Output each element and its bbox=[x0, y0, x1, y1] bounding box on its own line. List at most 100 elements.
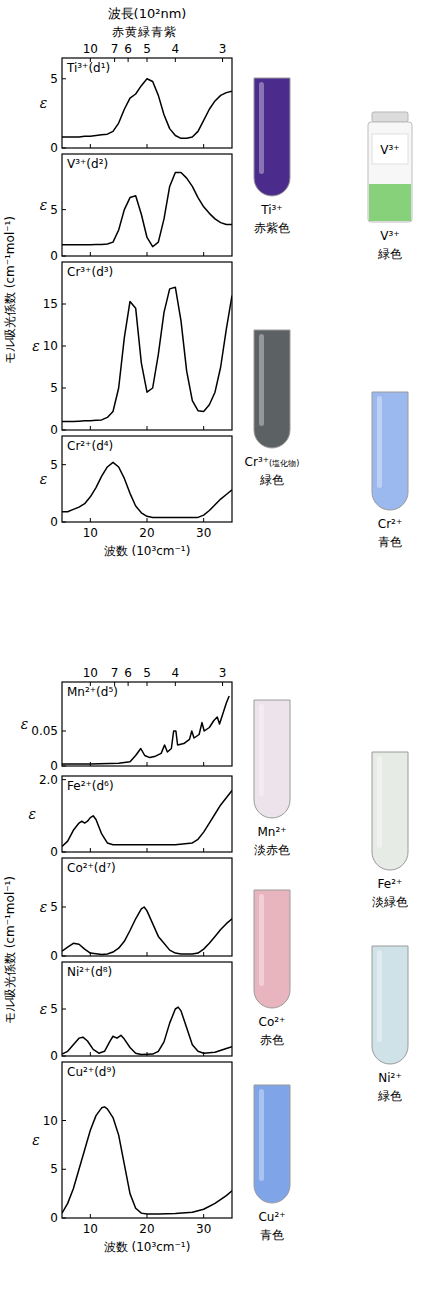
plot-area bbox=[62, 1107, 232, 1214]
y-tick-label: 15 bbox=[43, 297, 58, 311]
x2-tick-label: 4 bbox=[172, 42, 180, 56]
x-tick bbox=[90, 1214, 91, 1218]
y-tick bbox=[62, 1056, 66, 1057]
x-tick-label: 30 bbox=[196, 1222, 211, 1236]
vial-body bbox=[368, 122, 412, 222]
tube-highlight bbox=[377, 756, 382, 848]
x-tick bbox=[90, 1052, 91, 1056]
test-tube bbox=[372, 946, 408, 1064]
x2-tick-label: 6 bbox=[124, 42, 132, 56]
y-tick bbox=[62, 1120, 66, 1121]
tube-highlight bbox=[259, 334, 264, 426]
color-label: 緑色 bbox=[377, 247, 402, 261]
spectrum-line bbox=[62, 462, 232, 517]
x2-tick bbox=[128, 58, 129, 62]
ion-label: Mn²⁺ bbox=[257, 825, 286, 839]
plot-frame bbox=[62, 858, 232, 956]
y-tick bbox=[62, 209, 66, 210]
color-label: 淡緑色 bbox=[372, 895, 408, 909]
color-label: 赤紫色 bbox=[254, 221, 290, 235]
y-tick-label: 0 bbox=[50, 1211, 58, 1225]
ion-note: (塩化物) bbox=[269, 459, 299, 468]
y-tick-label: 0.05 bbox=[31, 724, 58, 738]
x2-tick bbox=[147, 58, 148, 62]
x2-tick bbox=[222, 58, 223, 62]
spectrum-line bbox=[62, 173, 232, 247]
test-tube bbox=[372, 752, 408, 870]
panel-title: Cu²⁺(d⁹) bbox=[67, 1065, 116, 1079]
test-tube-group: Cr³⁺(塩化物)緑色 bbox=[245, 330, 300, 487]
panel: 00.051076543Mn²⁺(d⁵)ε bbox=[21, 666, 232, 773]
panel-title: Mn²⁺(d⁵) bbox=[67, 685, 118, 699]
x2-axis-title: 波長(10²nm) bbox=[108, 6, 187, 21]
y-tick bbox=[62, 148, 66, 149]
y-tick-label: 5 bbox=[50, 900, 58, 914]
tube-highlight bbox=[259, 894, 264, 986]
x-tick bbox=[90, 518, 91, 522]
y-tick bbox=[62, 1009, 66, 1010]
y-tick-label: 5 bbox=[50, 381, 58, 395]
x2-tick bbox=[114, 58, 115, 62]
ion-label: Cu²⁺ bbox=[258, 1210, 285, 1224]
plot-frame bbox=[62, 436, 232, 522]
plot-frame bbox=[62, 154, 232, 256]
y-tick bbox=[62, 766, 66, 767]
test-tube-group: Ni²⁺ 緑色 bbox=[372, 946, 408, 1103]
y-tick-label: 10 bbox=[43, 339, 58, 353]
plot-area bbox=[62, 79, 232, 139]
x-tick bbox=[90, 848, 91, 852]
x-tick-label: 20 bbox=[139, 526, 154, 540]
y-tick bbox=[62, 731, 66, 732]
y-tick bbox=[62, 464, 66, 465]
y-tick-label: 0 bbox=[50, 423, 58, 437]
y-tick-label: 0 bbox=[50, 249, 58, 263]
x-tick-label: 20 bbox=[139, 1222, 154, 1236]
ion-label: Fe²⁺ bbox=[378, 877, 403, 891]
x2-tick-label: 5 bbox=[143, 42, 151, 56]
annotation: 赤黄緑青紫 bbox=[112, 25, 177, 39]
x2-tick bbox=[128, 682, 129, 686]
vial-label bbox=[372, 134, 408, 164]
y-axis-label: ε bbox=[21, 716, 29, 732]
x-tick bbox=[203, 848, 204, 852]
y-tick bbox=[62, 78, 66, 79]
color-label: 緑色 bbox=[377, 1089, 402, 1103]
y-tick-label: 5 bbox=[50, 1162, 58, 1176]
y-axis-label: ε bbox=[40, 899, 48, 915]
y-tick bbox=[62, 304, 66, 305]
panel: 02.0Fe²⁺(d⁶)ε bbox=[28, 773, 232, 859]
x2-tick bbox=[222, 682, 223, 686]
ion-label: Ni²⁺ bbox=[378, 1071, 401, 1085]
y-axis-label: ε bbox=[40, 95, 48, 111]
ion-label: Cr³⁺(塩化物) bbox=[245, 455, 300, 469]
x-tick-label: 30 bbox=[196, 526, 211, 540]
y-axis-label: ε bbox=[40, 471, 48, 487]
panel-title: Ti³⁺(d¹) bbox=[66, 61, 110, 75]
test-tube-group: Cr²⁺青色 bbox=[372, 392, 408, 549]
panel-title: V³⁺(d²) bbox=[67, 157, 108, 171]
x2-tick-label: 6 bbox=[124, 666, 132, 680]
panel-title: Co²⁺(d⁷) bbox=[67, 861, 116, 875]
color-label: 青色 bbox=[378, 535, 402, 549]
spectrum-line bbox=[62, 287, 232, 421]
y-axis-title: モル吸光係数 (cm⁻¹mol⁻¹) bbox=[3, 876, 17, 1024]
test-tube-group: Cu²⁺ 青色 bbox=[254, 1085, 290, 1242]
tube-highlight bbox=[377, 950, 382, 1042]
panel: 05Ni²⁺(d⁸)ε bbox=[40, 962, 232, 1063]
test-tube bbox=[254, 1085, 290, 1203]
plot-area bbox=[62, 790, 232, 846]
x-tick bbox=[203, 144, 204, 148]
plot-area bbox=[62, 173, 232, 247]
panel-title: Ni²⁺(d⁸) bbox=[67, 965, 112, 979]
tube-highlight bbox=[259, 82, 264, 174]
plot-frame bbox=[62, 962, 232, 1056]
panel: 051076543波長(10²nm)赤黄緑青紫Ti³⁺(d¹)ε bbox=[40, 6, 232, 155]
vial-cap bbox=[372, 112, 408, 122]
x-tick-label: 10 bbox=[83, 526, 98, 540]
spectrum-line bbox=[62, 79, 232, 139]
y-tick-label: 5 bbox=[50, 203, 58, 217]
y-tick bbox=[62, 779, 66, 780]
y-tick bbox=[62, 430, 66, 431]
color-label: 青色 bbox=[260, 1228, 284, 1242]
x2-tick-label: 4 bbox=[172, 666, 180, 680]
